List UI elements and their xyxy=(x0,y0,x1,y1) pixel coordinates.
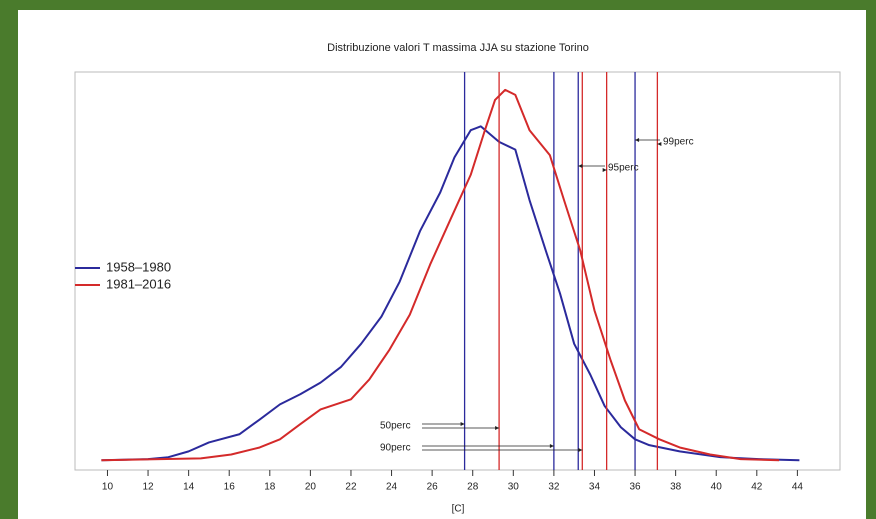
x-tick-label: 38 xyxy=(670,482,682,493)
x-tick-label: 36 xyxy=(629,482,641,493)
arrow-head xyxy=(602,168,607,172)
x-tick-label: 28 xyxy=(467,482,479,493)
x-tick-label: 20 xyxy=(305,482,317,493)
x-tick-label: 24 xyxy=(386,482,398,493)
arrow-head xyxy=(657,142,662,146)
x-tick-label: 44 xyxy=(792,482,804,493)
x-tick-label: 26 xyxy=(427,482,439,493)
x-tick-label: 14 xyxy=(183,482,195,493)
x-tick-label: 42 xyxy=(751,482,763,493)
x-axis-label: [C] xyxy=(452,504,465,515)
arrow-head xyxy=(549,444,554,448)
x-tick-label: 22 xyxy=(345,482,357,493)
plot-box xyxy=(74,71,841,471)
density-line xyxy=(101,88,780,462)
legend-label: 1958–1980 xyxy=(106,259,171,274)
arrow-head xyxy=(495,426,500,430)
arrow-head xyxy=(635,138,640,142)
percentile-label: 90perc xyxy=(380,443,411,454)
chart: Distribuzione valori T massima JJA su st… xyxy=(74,42,841,515)
chart-title: Distribuzione valori T massima JJA su st… xyxy=(327,42,589,54)
arrow-head xyxy=(578,448,583,452)
x-tick-label: 16 xyxy=(224,482,236,493)
legend-label: 1981–2016 xyxy=(106,276,171,291)
arrow-head xyxy=(578,164,583,168)
arrow-head xyxy=(460,422,465,426)
percentile-label: 50perc xyxy=(380,421,411,432)
x-tick-label: 30 xyxy=(508,482,520,493)
x-tick-label: 10 xyxy=(102,482,114,493)
x-tick-label: 12 xyxy=(142,482,154,493)
percentile-label: 99perc xyxy=(663,137,694,148)
x-tick-label: 34 xyxy=(589,482,601,493)
percentile-label: 95perc xyxy=(608,163,639,174)
x-tick-label: 32 xyxy=(548,482,560,493)
x-tick-label: 40 xyxy=(711,482,723,493)
x-tick-label: 18 xyxy=(264,482,276,493)
frame: Distribuzione valori T massima JJA su st… xyxy=(18,10,866,519)
density-line xyxy=(101,125,800,462)
